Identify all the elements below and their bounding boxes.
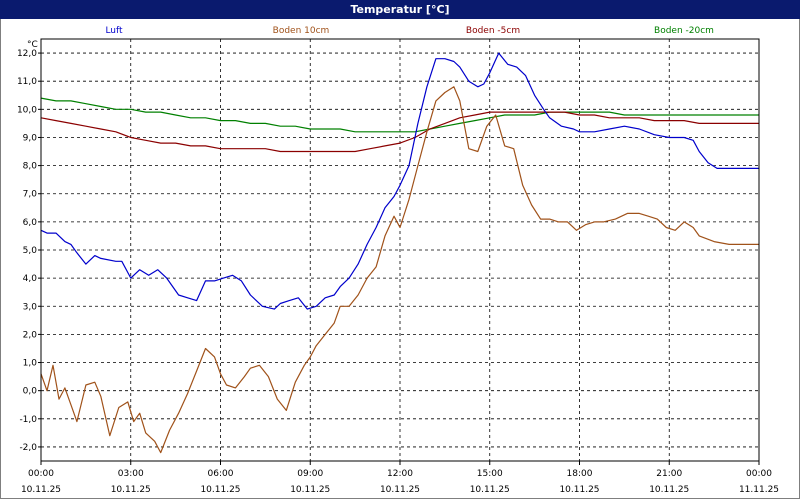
x-tick-date: 10.11.25 [559, 485, 599, 495]
x-tick-time: 03:00 [118, 469, 144, 479]
x-tick-date: 10.11.25 [470, 485, 510, 495]
grid [41, 39, 759, 461]
legend-entry: Boden 10cm [273, 26, 330, 36]
y-tick-label: 0,0 [23, 387, 38, 397]
temperature-chart: 12,0 11,0 10,0 9,0 8,0 7,0 6,0 5,0 4,0 3,0 2,0 1,0 0… [17, 26, 779, 495]
y-tick-label: 12,0 [17, 49, 37, 59]
legend: Luft Boden 10cm Boden -5cm Boden -20cm [105, 26, 714, 36]
y-tick-label: 1,0 [23, 359, 38, 369]
x-tick-time: 09:00 [297, 469, 323, 479]
x-tick-date: 11.11.25 [739, 485, 779, 495]
y-tick-label: 6,0 [23, 218, 38, 228]
series-line-boden-5cm [40, 111, 759, 153]
y-tick-label: 11,0 [17, 77, 37, 87]
x-tick-date: 10.11.25 [200, 485, 240, 495]
x-tick-time: 00:00 [28, 469, 54, 479]
x-tick-time: 00:00 [746, 469, 772, 479]
chart-frame: 12,0 11,0 10,0 9,0 8,0 7,0 6,0 5,0 4,0 3,0 2,0 1,0 0… [0, 19, 800, 499]
x-tick-date: 10.11.25 [21, 485, 61, 495]
series-line-boden-10cm [40, 86, 759, 454]
y-tick-label: 10,0 [17, 105, 37, 115]
y-tick-label: 4,0 [23, 274, 38, 284]
series-lines [40, 52, 759, 454]
legend-entry: Luft [105, 26, 123, 36]
x-tick-date: 10.11.25 [290, 485, 330, 495]
y-axis-unit: °C [27, 40, 38, 50]
y-tick-label: 3,0 [23, 302, 38, 312]
series-line-luft [40, 52, 759, 310]
y-tick-label: 2,0 [23, 330, 38, 340]
y-tick-label: 7,0 [23, 190, 38, 200]
x-tick-date: 10.11.25 [111, 485, 151, 495]
x-tick-date: 10.11.25 [380, 485, 420, 495]
y-tick-label: 8,0 [23, 162, 38, 172]
x-tick-time: 06:00 [208, 469, 234, 479]
x-tick-date: 10.11.25 [649, 485, 689, 495]
legend-entry: Boden -20cm [654, 26, 714, 36]
x-tick-time: 15:00 [477, 469, 503, 479]
y-tick-label: -2,0 [19, 443, 37, 453]
y-tick-label: -1,0 [19, 415, 37, 425]
x-tick-time: 12:00 [387, 469, 413, 479]
axes: 12,0 11,0 10,0 9,0 8,0 7,0 6,0 5,0 4,0 3,0 2,0 1,0 0… [17, 38, 779, 495]
x-tick-time: 21:00 [656, 469, 682, 479]
series-line-boden-20cm [40, 97, 759, 133]
window-title: Temperatur [°C] [0, 0, 800, 19]
y-tick-label: 5,0 [23, 246, 38, 256]
y-tick-label: 9,0 [23, 133, 38, 143]
x-tick-time: 18:00 [567, 469, 593, 479]
legend-entry: Boden -5cm [466, 26, 520, 36]
